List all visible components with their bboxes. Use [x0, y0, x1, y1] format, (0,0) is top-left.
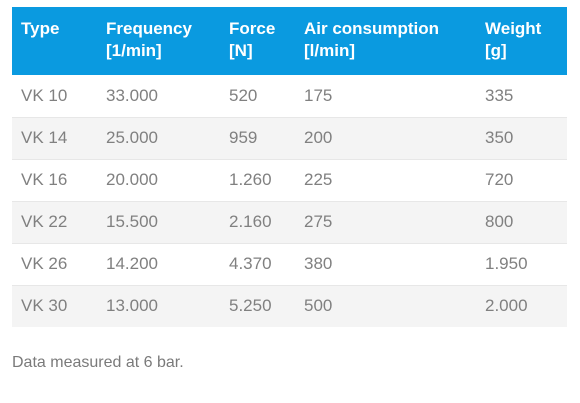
header-air-consumption: Air consumption [l/min] [295, 7, 476, 75]
header-weight: Weight [g] [476, 7, 567, 75]
cell-air-consumption: 200 [295, 117, 476, 160]
header-force-label: Force [229, 19, 276, 38]
header-type: Type [12, 7, 97, 75]
header-type-label: Type [21, 19, 60, 38]
cell-force: 520 [220, 75, 295, 118]
cell-weight: 720 [476, 159, 567, 202]
header-frequency: Frequency [1/min] [97, 7, 220, 75]
table-header: Type Frequency [1/min] Force [N] Air con… [12, 7, 567, 75]
footnote: Data measured at 6 bar. [12, 354, 184, 371]
header-frequency-unit: [1/min] [106, 41, 162, 60]
cell-frequency: 13.000 [106, 296, 158, 316]
cell-type: VK 30 [21, 296, 68, 316]
cell-force: 4.370 [220, 243, 295, 286]
header-force: Force [N] [220, 7, 295, 75]
cell-air-consumption: 175 [295, 75, 476, 118]
header-frequency-label: Frequency [106, 19, 192, 38]
table-row: VK 14 25.000 959 200 350 [12, 117, 567, 160]
cell-air-consumption: 500 [304, 296, 333, 316]
header-force-unit: [N] [229, 41, 253, 60]
header-weight-unit: [g] [485, 41, 507, 60]
cell-weight: 800 [476, 201, 567, 244]
header-air-consumption-unit: [l/min] [304, 41, 355, 60]
cell-force: 1.260 [220, 159, 295, 202]
cell-type: VK 26 [12, 243, 97, 286]
cell-weight: 1.950 [476, 243, 567, 286]
header-weight-label: Weight [485, 19, 542, 38]
table-row: VK 26 14.200 4.370 380 1.950 [12, 243, 567, 286]
cell-type: VK 16 [12, 159, 97, 202]
table-row: VK 16 20.000 1.260 225 720 [12, 159, 567, 202]
cell-frequency: 25.000 [97, 117, 220, 160]
spec-table: Type Frequency [1/min] Force [N] Air con… [12, 7, 567, 327]
header-row: Type Frequency [1/min] Force [N] Air con… [12, 7, 567, 75]
cell-air-consumption: 275 [295, 201, 476, 244]
cell-type: VK 22 [12, 201, 97, 244]
table-row: VK 30 13.000 5.250 500 2.000 [12, 285, 567, 327]
cell-frequency: 15.500 [97, 201, 220, 244]
cell-type: VK 10 [12, 75, 97, 118]
cell-frequency: 14.200 [97, 243, 220, 286]
cell-weight: 335 [476, 75, 567, 118]
cell-frequency: 20.000 [97, 159, 220, 202]
cell-force: 5.250 [229, 296, 272, 316]
table-row: VK 10 33.000 520 175 335 [12, 75, 567, 118]
cell-air-consumption: 225 [295, 159, 476, 202]
cell-air-consumption: 380 [295, 243, 476, 286]
cell-type: VK 14 [12, 117, 97, 160]
cell-frequency: 33.000 [97, 75, 220, 118]
table-body: VK 10 33.000 520 175 335 VK 14 25.000 95… [12, 75, 567, 327]
cell-force: 959 [220, 117, 295, 160]
header-air-consumption-label: Air consumption [304, 19, 440, 38]
cell-weight: 2.000 [485, 296, 528, 316]
table-row: VK 22 15.500 2.160 275 800 [12, 201, 567, 244]
cell-weight: 350 [476, 117, 567, 160]
cell-force: 2.160 [220, 201, 295, 244]
